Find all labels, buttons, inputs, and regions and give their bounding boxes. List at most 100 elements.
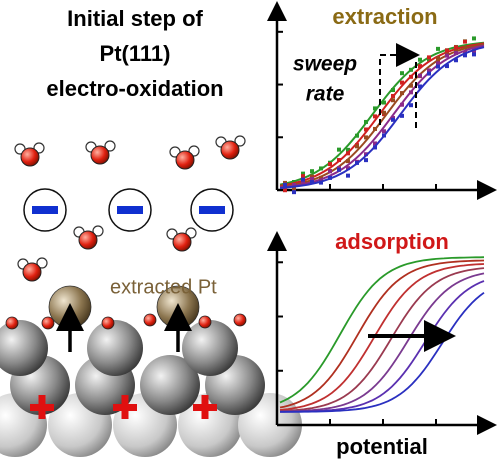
point <box>463 53 467 58</box>
point <box>400 71 404 76</box>
title-line: electro-oxidation <box>46 76 223 101</box>
point <box>454 45 458 50</box>
point <box>292 190 296 195</box>
point <box>337 167 341 172</box>
oxygen <box>143 313 157 327</box>
point <box>292 187 296 192</box>
oxygen <box>20 147 40 167</box>
point <box>283 182 287 187</box>
plus-sign <box>201 395 209 419</box>
point <box>418 64 422 69</box>
curve <box>279 267 485 412</box>
point <box>391 98 395 103</box>
point <box>373 145 377 150</box>
point <box>292 180 296 185</box>
point <box>418 73 422 78</box>
plus-sign <box>121 395 129 419</box>
point <box>364 127 368 132</box>
point <box>328 175 332 180</box>
point <box>319 166 323 171</box>
curve <box>279 263 485 411</box>
title-line: Initial step of <box>67 6 203 31</box>
point <box>400 102 404 107</box>
pt-atom <box>182 320 238 376</box>
point <box>472 36 476 41</box>
dashed-guide <box>379 54 405 125</box>
hydrogen <box>104 140 116 152</box>
oxygen <box>220 140 240 160</box>
point <box>454 58 458 63</box>
point <box>463 45 467 50</box>
point <box>436 61 440 66</box>
point <box>301 171 305 176</box>
point <box>400 91 404 96</box>
point <box>382 100 386 105</box>
annotation: rate <box>306 83 345 106</box>
x-axis-label: potential <box>336 434 428 459</box>
point <box>382 129 386 134</box>
point <box>409 83 413 88</box>
minus-sign <box>32 206 58 214</box>
point <box>373 106 377 111</box>
point <box>283 188 287 193</box>
water <box>14 142 45 167</box>
point <box>373 141 377 146</box>
point <box>427 57 431 62</box>
point <box>364 152 368 157</box>
point <box>310 176 314 181</box>
point <box>409 67 413 72</box>
point <box>337 158 341 163</box>
minus-sign <box>117 206 143 214</box>
water <box>85 140 116 165</box>
curve <box>279 256 485 404</box>
point <box>310 180 314 185</box>
oxygen <box>175 150 195 170</box>
point <box>472 52 476 57</box>
point <box>292 183 296 188</box>
point <box>463 39 467 44</box>
oxygen <box>101 316 115 330</box>
point <box>364 135 368 140</box>
point <box>445 64 449 69</box>
point <box>445 53 449 58</box>
curve <box>279 272 485 413</box>
point <box>319 180 323 185</box>
point <box>436 46 440 51</box>
point <box>400 80 404 85</box>
point <box>427 55 431 60</box>
oxygen <box>233 313 247 327</box>
oxygen <box>90 145 110 165</box>
oxygen <box>5 316 19 330</box>
point <box>391 117 395 122</box>
water <box>169 145 200 170</box>
point <box>391 88 395 93</box>
water <box>73 225 104 250</box>
point <box>319 175 323 180</box>
curve <box>279 259 485 409</box>
point <box>391 93 395 98</box>
plots <box>267 1 497 435</box>
point <box>454 51 458 56</box>
oxygen <box>172 232 192 252</box>
point <box>328 162 332 167</box>
point <box>382 133 386 138</box>
annotation: sweep <box>293 53 357 76</box>
point <box>310 174 314 179</box>
point <box>436 64 440 69</box>
point <box>364 119 368 124</box>
curve <box>280 280 485 413</box>
left-panel <box>0 135 302 457</box>
oxygen <box>22 262 42 282</box>
point <box>373 126 377 131</box>
point <box>436 56 440 61</box>
point <box>310 169 314 174</box>
point <box>409 103 413 108</box>
oxygen <box>78 230 98 250</box>
point <box>337 147 341 152</box>
water <box>166 227 197 252</box>
pt-atom <box>87 320 143 376</box>
point <box>301 174 305 179</box>
point <box>328 169 332 174</box>
point <box>346 147 350 152</box>
